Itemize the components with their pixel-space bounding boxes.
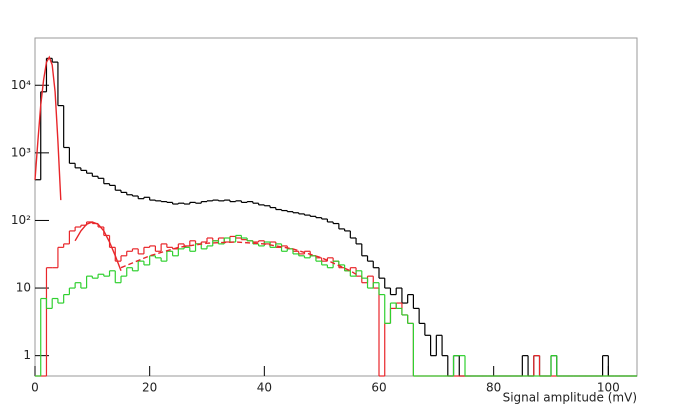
x-tick-label: 20 [142,381,157,395]
y-tick-label: 1 [23,348,31,362]
plot-frame [34,37,638,377]
x-tick-label: 100 [597,381,620,395]
fit-curve [120,241,357,275]
y-tick-label: 10 [16,281,31,295]
x-tick-label: 80 [486,381,501,395]
x-tick-label: 40 [257,381,272,395]
y-tick-label: 10⁴ [11,78,31,92]
fit-curve [34,55,62,201]
y-tick-label: 10² [11,213,31,227]
y-tick-label: 10³ [11,145,31,159]
x-axis-title: Signal amplitude (mV) [503,391,637,405]
x-tick-label: 0 [31,381,39,395]
fit-curve [74,221,122,272]
x-tick-label: 60 [371,381,386,395]
